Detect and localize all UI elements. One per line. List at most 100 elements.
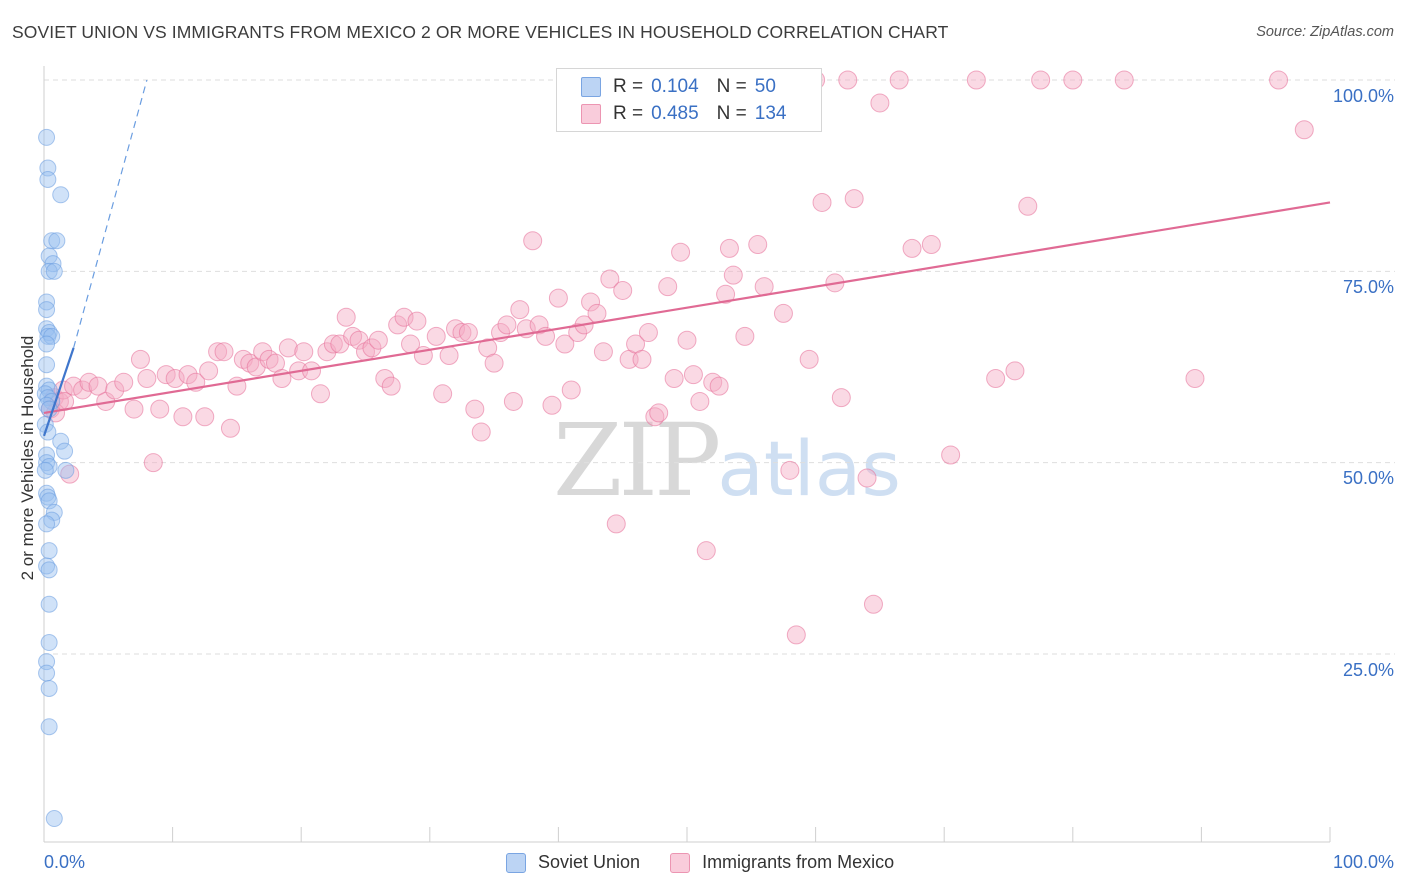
point-mexico [336, 307, 356, 327]
point-mexico [709, 376, 729, 396]
point-mexico [889, 70, 909, 90]
point-mexico [966, 70, 986, 90]
watermark-zip: ZIP [553, 402, 721, 519]
point-mexico [857, 468, 877, 488]
y-tick-label-100: 100.0% [1332, 86, 1394, 106]
point-mexico [137, 368, 157, 388]
legend-n-label: N = [716, 76, 747, 97]
point-soviet-union [48, 232, 66, 250]
point-mexico [690, 391, 710, 411]
legend-label-mexico: Immigrants from Mexico [702, 852, 895, 872]
point-mexico [1185, 368, 1205, 388]
point-mexico [735, 326, 755, 346]
point-mexico [178, 365, 198, 385]
data-points [36, 70, 1314, 828]
point-soviet-union [40, 595, 58, 613]
point-mexico [542, 395, 562, 415]
legend-r-value: 0.104 [651, 76, 699, 97]
point-soviet-union [38, 128, 56, 146]
point-mexico [870, 93, 890, 113]
point-soviet-union [56, 442, 74, 460]
axes [43, 66, 1331, 843]
point-mexico [1294, 120, 1314, 140]
point-mexico [165, 368, 185, 388]
point-mexico [780, 460, 800, 480]
point-mexico [561, 380, 581, 400]
point-mexico [362, 338, 382, 358]
point-mexico [671, 242, 691, 262]
point-mexico [831, 388, 851, 408]
point-mexico [294, 342, 314, 362]
point-mexico [407, 311, 427, 331]
point-mexico [658, 277, 678, 297]
point-soviet-union [52, 432, 70, 450]
point-mexico [1018, 196, 1038, 216]
point-soviet-union [52, 186, 70, 204]
series-legend: Soviet Union Immigrants from Mexico [506, 852, 924, 873]
point-mexico [433, 384, 453, 404]
x-tick-label-max: 100.0% [1332, 852, 1394, 872]
point-mexico [664, 368, 684, 388]
point-soviet-union [40, 542, 58, 560]
point-mexico [173, 407, 193, 427]
point-mexico [568, 323, 588, 343]
point-mexico [773, 303, 793, 323]
point-mexico [375, 368, 395, 388]
watermark-atlas: atlas [717, 424, 901, 513]
legend-n-value: 50 [754, 76, 776, 97]
point-mexico [786, 625, 806, 645]
point-soviet-union [38, 301, 56, 319]
point-mexico [649, 403, 669, 423]
point-mexico [941, 445, 961, 465]
point-mexico [452, 323, 472, 343]
point-mexico [471, 422, 491, 442]
point-mexico [645, 407, 665, 427]
point-soviet-union [38, 356, 56, 374]
point-mexico [497, 315, 517, 335]
source-label: Source: ZipAtlas.com [1256, 24, 1394, 40]
trend-lines [42, 79, 1331, 437]
point-mexico [381, 376, 401, 396]
point-mexico [310, 384, 330, 404]
y-axis-label: 2 or more Vehicles in Household [18, 335, 37, 581]
point-mexico [278, 338, 298, 358]
point-mexico [143, 453, 163, 473]
point-soviet-union [40, 247, 58, 265]
point-mexico [529, 315, 549, 335]
legend-swatch-mexico [581, 104, 601, 124]
point-mexico [1005, 361, 1025, 381]
chart-title: SOVIET UNION VS IMMIGRANTS FROM MEXICO 2… [12, 22, 949, 42]
watermark: ZIPatlas [553, 402, 901, 519]
point-mexico [220, 418, 240, 438]
legend-item-soviet-union[interactable]: Soviet Union [506, 852, 640, 873]
trend-line-mexico [43, 201, 1331, 415]
point-mexico [696, 541, 716, 561]
point-mexico [1063, 70, 1083, 90]
point-mexico [921, 235, 941, 255]
point-mexico [503, 391, 523, 411]
legend-swatch-soviet-union [506, 852, 526, 873]
point-mexico [323, 334, 343, 354]
point-mexico [863, 594, 883, 614]
point-mexico [719, 238, 739, 258]
point-mexico [199, 361, 219, 381]
legend-item-mexico[interactable]: Immigrants from Mexico [670, 852, 894, 873]
point-mexico [208, 342, 228, 362]
point-mexico [613, 280, 633, 300]
point-mexico [838, 70, 858, 90]
point-soviet-union [40, 679, 58, 697]
point-mexico [799, 349, 819, 369]
trend-line-soviet-union [42, 347, 75, 437]
legend-r-label: R = [613, 76, 644, 97]
point-mexico [677, 330, 697, 350]
point-mexico [124, 399, 144, 419]
point-soviet-union [40, 561, 58, 579]
point-mexico [844, 189, 864, 209]
point-mexico [388, 315, 408, 335]
point-mexico [465, 399, 485, 419]
point-mexico [439, 346, 459, 366]
point-mexico [150, 399, 170, 419]
y-tick-label-50: 50.0% [1342, 468, 1394, 488]
point-mexico [458, 323, 478, 343]
